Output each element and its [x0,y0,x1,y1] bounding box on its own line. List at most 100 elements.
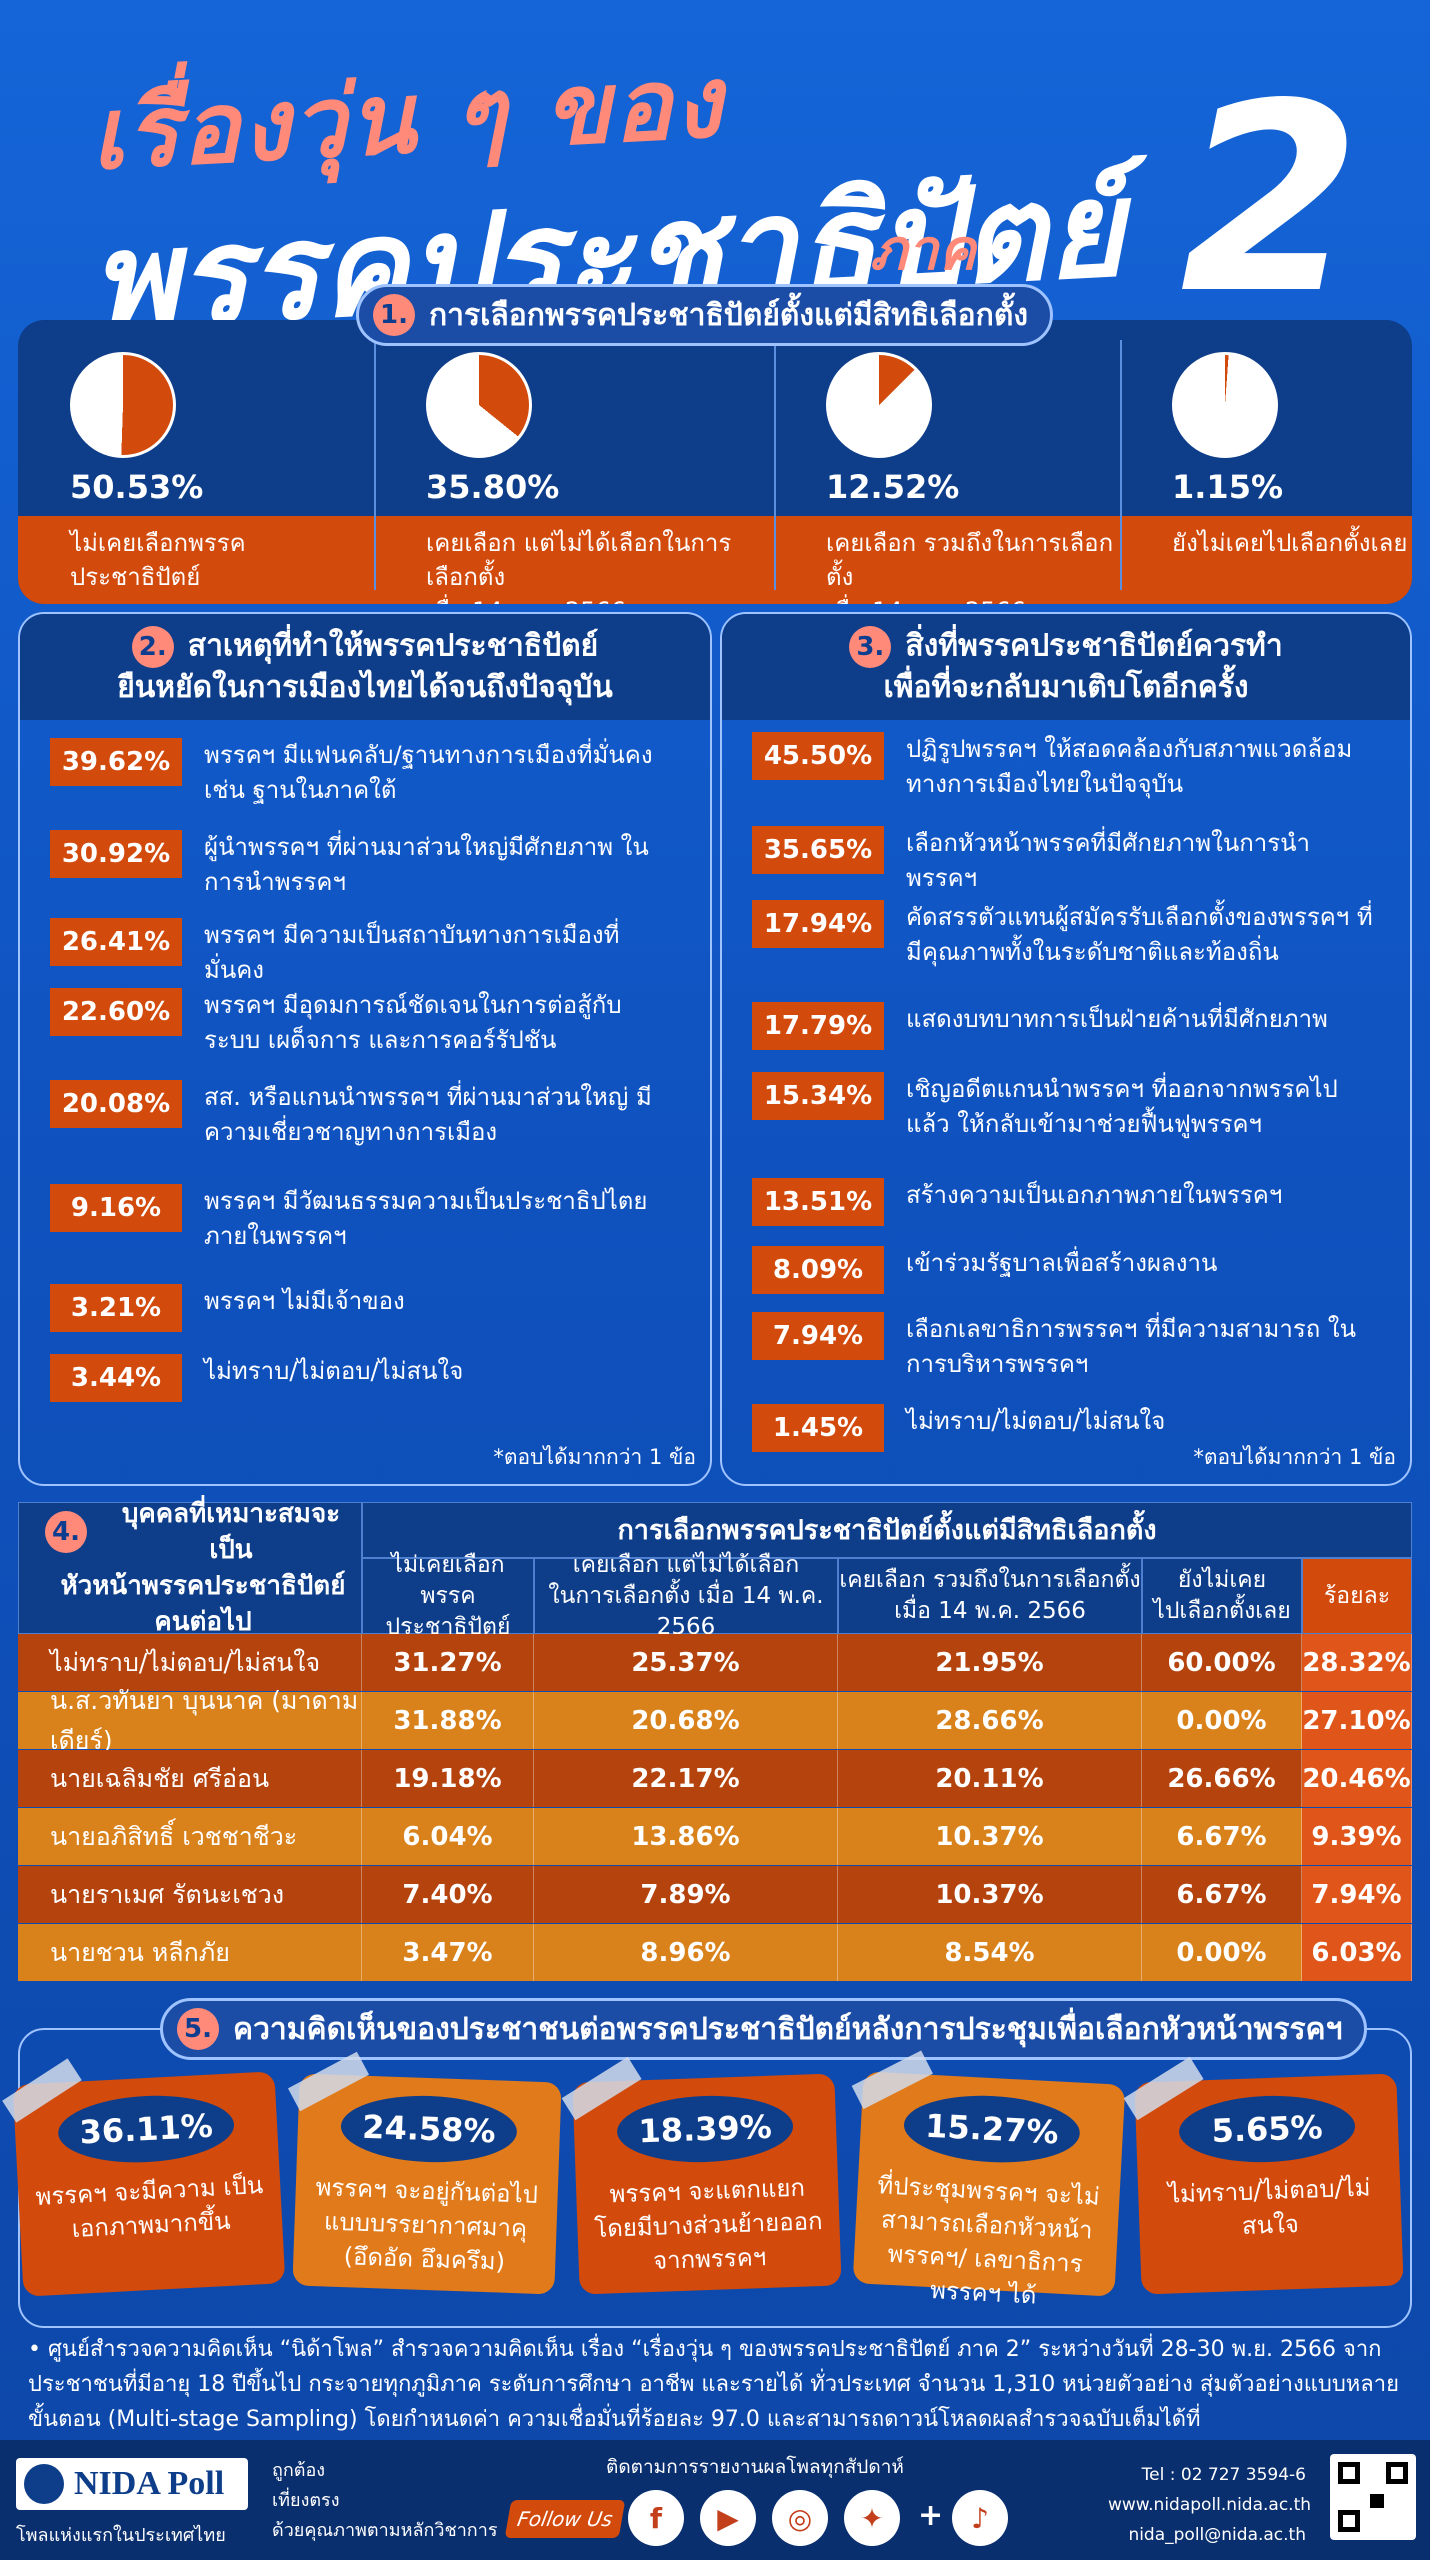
value-cell: 25.37% [534,1634,838,1691]
tiktok-icon[interactable]: ♪ [952,2490,1008,2546]
item-text: ปฏิรูปพรรคฯ ให้สอดคล้องกับสภาพแวดล้อม ทา… [906,735,1353,798]
col-header-percent: ร้อยละ [1302,1558,1412,1634]
section1-label-band [18,516,1412,604]
opinion-card: 24.58% พรรคฯ จะอยู่กันต่อไป แบบบรรยากาศมา… [287,2051,562,2295]
section-title: การเลือกพรรคประชาธิปัตย์ตั้งแต่มีสิทธิเล… [429,297,1028,333]
item-text: เชิญอดีตแกนนำพรรคฯ ที่ออกจากพรรคไปแล้ว ใ… [906,1075,1338,1138]
item-text: ไม่ทราบ/ไม่ตอบ/ไม่สนใจ [906,1407,1166,1435]
list-item: 22.60% พรรคฯ มีอุดมการณ์ชัดเจนในการต่อสู้… [50,988,674,1058]
section3-panel: 3. สิ่งที่พรรคประชาธิปัตย์ควรทำ เพื่อที่จ… [720,612,1412,1486]
pct-badge: 17.79% [752,1002,884,1050]
value-cell: 28.66% [838,1692,1142,1749]
table-row: นายราเมศ รัตนะเชวง 7.40% 7.89% 10.37% 6.67% 7… [18,1866,1412,1923]
value-cell: 7.89% [534,1866,838,1923]
slogan: ถูกต้อง [272,2460,326,2481]
section-number: 1. [373,294,415,336]
card-text: ไม่ทราบ/ไม่ตอบ/ไม่สนใจ [1167,2173,1371,2240]
section-number: 2. [131,626,174,668]
list-item: 1.45% ไม่ทราบ/ไม่ตอบ/ไม่สนใจ [752,1404,1376,1452]
list-item: 3.44% ไม่ทราบ/ไม่ตอบ/ไม่สนใจ [50,1354,674,1402]
pct-badge: 7.94% [752,1312,884,1360]
youtube-icon[interactable]: ▶ [700,2490,756,2546]
list-item: 30.92% ผู้นำพรรคฯ ที่ผ่านมาส่วนใหญ่มีศักย… [50,830,674,900]
section4-table: 4. บุคคลที่เหมาะสมจะเป็น หัวหน้าพรรคประชา… [18,1499,1412,1984]
label-line1: ยังไม่เคยไปเลือกตั้งเลย [1172,529,1408,557]
col-header: ไม่เคยเลือก พรรคประชาธิปัตย์ [362,1552,534,1640]
card-text: พรรคฯ จะมีความ เป็นเอกภาพมากขึ้น [34,2171,264,2244]
table-title-line3: คนต่อไป [154,1607,252,1637]
list-item: 9.16% พรรคฯ มีวัฒนธรรมความเป็นประชาธิปไตย… [50,1184,674,1254]
value-cell: 31.27% [362,1634,534,1691]
pct-value: 35.80% [426,468,560,506]
item-text: เลือกเลขาธิการพรรคฯ ที่มีความสามารถ ในกา… [906,1315,1357,1378]
value-cell: 8.96% [534,1924,838,1981]
phone: Tel : 02 727 3594-6 [1141,2465,1306,2485]
opinion-card: 15.27% ที่ประชุมพรรคฯ จะไม่ สามารถเลือกหั… [851,2050,1126,2310]
col-header-line1: เคยเลือก แต่ไม่ได้เลือก [572,1551,800,1578]
pie-chart [70,352,176,458]
value-cell: 10.37% [838,1866,1142,1923]
value-cell: 7.40% [362,1866,534,1923]
value-cell: 3.47% [362,1924,534,1981]
header-subtitle: ภาค [870,218,976,283]
instagram-icon[interactable]: ◎ [772,2490,828,2546]
value-cell: 6.04% [362,1808,534,1865]
pct-badge: 30.92% [50,830,182,878]
twitter-icon[interactable]: ✦ [844,2490,900,2546]
table-group-header: การเลือกพรรคประชาธิปัตย์ตั้งแต่มีสิทธิเล… [362,1502,1412,1558]
list-item: 39.62% พรรคฯ มีแฟนคลับ/ฐานทางการเมืองที่ม… [50,738,674,808]
pct-badge: 45.50% [752,732,884,780]
value-cell: 31.88% [362,1692,534,1749]
item-text: เลือกหัวหน้าพรรคที่มีศักยภาพในการนำพรรคฯ [906,829,1311,892]
footnote-multi-answer: *ตอบได้มากกว่า 1 ข้อ [493,1445,696,1469]
item-text: พรรคฯ มีความเป็นสถาบันทางการเมืองที่มั่น… [204,921,620,984]
pie-chart [826,352,932,458]
list-item: 17.79% แสดงบทบาทการเป็นฝ่ายค้านที่มีศักยภ… [752,1002,1376,1050]
percent-cell: 9.39% [1302,1808,1412,1865]
pct-oval: 24.58% [339,2092,519,2166]
email-link[interactable]: nida_poll@nida.ac.th [1128,2525,1306,2545]
brand-tagline: โพลแห่งแรกในประเทศไทย [16,2525,226,2546]
pct-badge: 20.08% [50,1080,182,1128]
section-number: 5. [177,2008,219,2050]
section-title-line2: เพื่อที่จะกลับมาเติบโตอีกครั้ง [883,670,1249,705]
qr-code-icon[interactable] [1330,2454,1416,2540]
opinion-card: 36.11% พรรคฯ จะมีความ เป็นเอกภาพมากขึ้น [2,2058,286,2297]
table-row: นายเฉลิมชัย ศรีอ่อน 19.18% 22.17% 20.11% 26.… [18,1750,1412,1807]
table-title-line2: หัวหน้าพรรคประชาธิปัตย์ [60,1571,346,1601]
item-text: พรรคฯ มีอุดมการณ์ชัดเจนในการต่อสู้กับระบ… [204,991,622,1054]
website-link[interactable]: www.nidapoll.nida.ac.th [1108,2495,1312,2515]
value-cell: 0.00% [1142,1692,1302,1749]
table-row: น.ส.วทันยา บุนนาค (มาดามเดียร์) 31.88% 20.… [18,1686,1412,1755]
item-text: พรรคฯ ไม่มีเจ้าของ [204,1287,405,1315]
list-item: 7.94% เลือกเลขาธิการพรรคฯ ที่มีความสามารถ… [752,1312,1376,1382]
table-title-line1: บุคคลที่เหมาะสมจะเป็น [121,1499,341,1565]
value-cell: 21.95% [838,1634,1142,1691]
section-number: 4. [45,1511,87,1553]
list-item: 35.65% เลือกหัวหน้าพรรคที่มีศักยภาพในการน… [752,826,1376,896]
pct-badge: 8.09% [752,1246,884,1294]
col-header-line2: ไปเลือกตั้งเลย [1153,1598,1291,1624]
list-item: 3.21% พรรคฯ ไม่มีเจ้าของ [50,1284,674,1332]
item-text: ไม่ทราบ/ไม่ตอบ/ไม่สนใจ [204,1357,464,1385]
item-text: พรรคฯ มีวัฒนธรรมความเป็นประชาธิปไตย ภายใ… [204,1187,648,1250]
col-header-line1: ยังไม่เคย [1177,1567,1267,1593]
survey-footnote: • ศูนย์สำรวจความคิดเห็น “นิด้าโพล” สำรวจ… [28,2337,1400,2467]
pie-chart [426,352,532,458]
pct-badge: 22.60% [50,988,182,1036]
pct-badge: 13.51% [752,1178,884,1226]
pct-value: 1.15% [1172,468,1284,506]
section-title-line1: สาเหตุที่ทำให้พรรคประชาธิปัตย์ [187,628,599,664]
percent-cell: 20.46% [1302,1750,1412,1807]
table-row: นายอภิสิทธิ์ เวชชาชีวะ 6.04% 13.86% 10.37% 6… [18,1808,1412,1865]
divider [1120,340,1122,590]
pct-badge: 15.34% [752,1072,884,1120]
row-name: น.ส.วทันยา บุนนาค (มาดามเดียร์) [18,1686,362,1755]
label-line1: ไม่เคยเลือกพรรคประชาธิปัตย์ [70,529,246,591]
list-item: 17.94% คัดสรรตัวแทนผู้สมัครรับเลือกตั้งขอ… [752,900,1376,970]
col-header: เคยเลือก รวมถึงในการเลือกตั้ง เมื่อ 14 พ.… [838,1558,1142,1634]
facebook-icon[interactable]: f [628,2490,684,2546]
pct-badge: 1.45% [752,1404,884,1452]
value-cell: 13.86% [534,1808,838,1865]
table-title-cell: 4. บุคคลที่เหมาะสมจะเป็น หัวหน้าพรรคประชา… [18,1499,362,1637]
